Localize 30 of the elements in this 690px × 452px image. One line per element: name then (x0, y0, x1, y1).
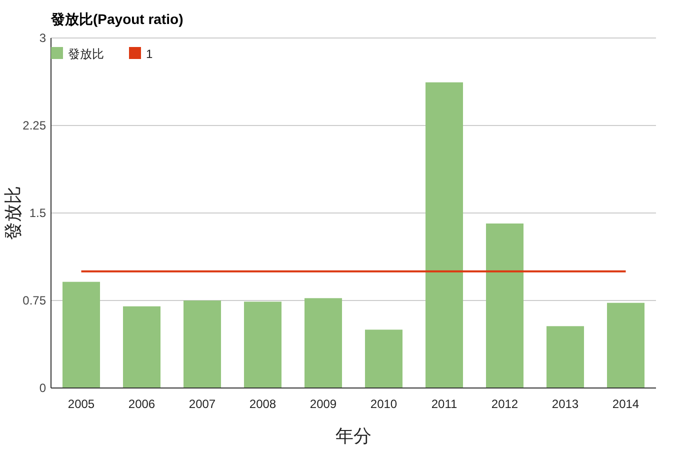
y-tick-label: 1.5 (29, 206, 46, 220)
bar (304, 298, 342, 388)
legend-label: 1 (146, 47, 153, 61)
y-tick-label: 2.25 (22, 118, 46, 132)
bar (486, 224, 524, 388)
bar (425, 82, 464, 388)
y-axis-title: 發放比 (3, 186, 23, 240)
x-tick-label: 2006 (128, 397, 156, 411)
x-tick-label: 2014 (612, 397, 640, 411)
x-tick-label: 2007 (188, 397, 216, 411)
chart-title: 發放比(Payout ratio) (50, 11, 184, 27)
x-tick-label: 2011 (431, 397, 458, 411)
x-tick-label: 2012 (491, 397, 518, 411)
legend-label: 發放比 (68, 47, 104, 61)
y-tick-label: 3 (39, 31, 46, 45)
y-tick-label: 0.75 (22, 294, 46, 308)
x-tick-label: 2013 (552, 397, 579, 411)
y-tick-label: 0 (39, 381, 46, 395)
x-tick-label: 2005 (68, 397, 95, 411)
bar (546, 326, 584, 388)
bar (122, 306, 161, 388)
x-tick-label: 2008 (249, 397, 276, 411)
bar (364, 330, 403, 388)
bar (183, 300, 222, 388)
x-tick-label: 2010 (370, 397, 398, 411)
x-tick-label: 2009 (310, 397, 337, 411)
bar (244, 302, 282, 388)
x-axis-title: 年分 (336, 426, 372, 446)
bar (606, 302, 645, 388)
bar (62, 282, 100, 388)
